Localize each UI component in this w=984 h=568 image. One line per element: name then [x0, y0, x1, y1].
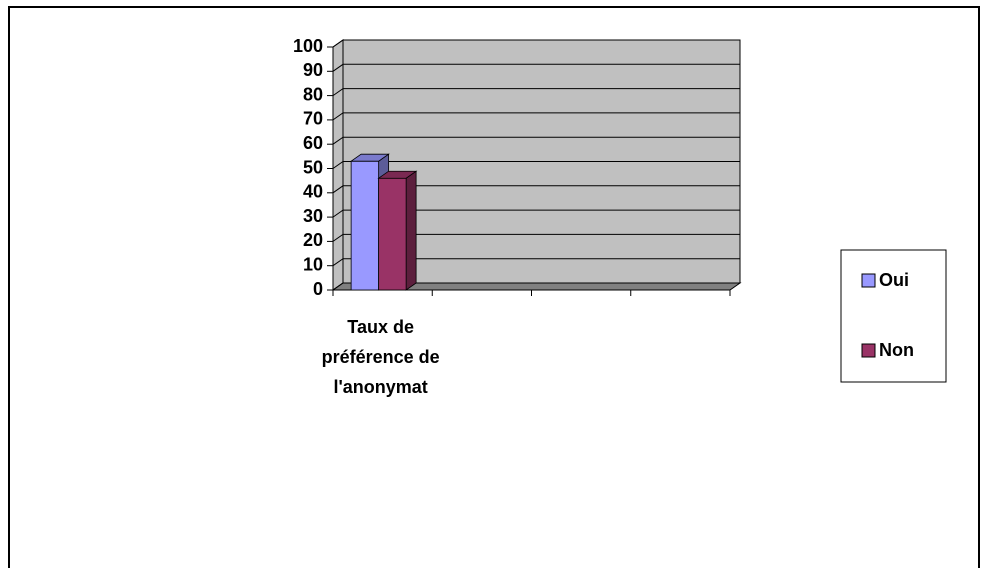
y-tick-label: 40	[303, 182, 323, 202]
y-tick-label: 50	[303, 157, 323, 177]
grid-line	[332, 258, 740, 267]
y-tick-label: 80	[303, 84, 323, 104]
y-tick-label: 60	[303, 133, 323, 153]
legend-label: Non	[879, 340, 914, 360]
grid-line	[332, 112, 740, 121]
y-tick-label: 100	[293, 36, 323, 56]
grid-line	[332, 63, 740, 72]
grid-line	[332, 161, 740, 169]
legend-label: Oui	[879, 270, 909, 290]
y-tick-label: 30	[303, 206, 323, 226]
legend-swatch	[861, 273, 876, 288]
y-tick-label: 10	[303, 254, 323, 274]
y-tick-label: 70	[303, 109, 323, 129]
grid-line	[332, 233, 740, 242]
legend-swatch	[861, 343, 876, 358]
grid-line	[332, 39, 740, 48]
bar	[350, 160, 380, 291]
y-tick-label: 20	[303, 230, 323, 250]
grid-line	[332, 209, 740, 218]
grid-line	[332, 282, 740, 291]
grid-line	[332, 185, 740, 194]
x-tick-label: Taux de préférence de l'anonymat	[321, 317, 440, 397]
bar-top	[377, 170, 418, 179]
y-tick-label: 90	[303, 60, 323, 80]
legend-box	[840, 249, 947, 383]
y-tick-label: 0	[313, 279, 323, 299]
grid-line	[332, 88, 740, 97]
chart-frame	[8, 6, 980, 568]
bar-top	[349, 153, 390, 162]
bar-side	[405, 170, 417, 291]
bar	[378, 177, 407, 291]
grid-line	[332, 136, 740, 145]
